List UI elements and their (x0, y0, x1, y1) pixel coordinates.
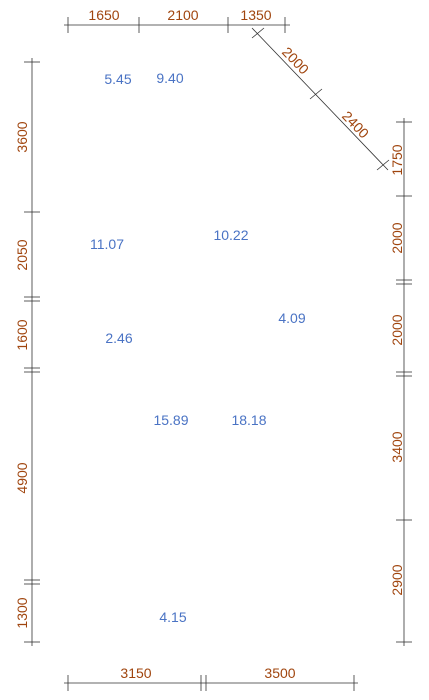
area-label-8: 18.18 (231, 412, 266, 428)
right-dimension-4: 3400 (389, 431, 405, 462)
top-dimension-2: 2100 (167, 7, 198, 23)
right-dimension-chain: 1750 2000 2000 3400 2900 (389, 118, 412, 646)
diagonal-dimension-1: 2000 (279, 44, 312, 78)
bottom-dimension-1: 3150 (120, 665, 151, 681)
top-dimension-1: 1650 (88, 7, 119, 23)
top-dimension-chain: 1650 2100 1350 (64, 7, 290, 33)
left-dimension-5: 1300 (14, 597, 30, 628)
left-dimension-2: 2050 (14, 239, 30, 270)
room-area-labels: 5.45 9.40 11.07 10.22 4.09 2.46 15.89 18… (90, 70, 306, 625)
area-label-2: 9.40 (156, 70, 183, 86)
right-dimension-1: 1750 (389, 144, 405, 175)
area-label-5: 4.09 (278, 310, 305, 326)
left-dimension-1: 3600 (14, 121, 30, 152)
area-label-3: 11.07 (90, 236, 124, 252)
area-label-7: 15.89 (153, 412, 188, 428)
right-dimension-2: 2000 (389, 222, 405, 253)
bottom-dimension-chain: 3150 3500 (64, 665, 358, 691)
area-label-1: 5.45 (104, 71, 131, 87)
area-label-9: 4.15 (159, 609, 186, 625)
area-label-4: 10.22 (213, 227, 248, 243)
top-dimension-3: 1350 (240, 7, 271, 23)
left-dimension-chain: 3600 2050 1600 4900 1300 (14, 58, 40, 646)
bottom-dimension-2: 3500 (264, 665, 295, 681)
diagonal-dimension-chain: 2000 2400 (251, 27, 390, 171)
area-label-6: 2.46 (105, 330, 132, 346)
left-dimension-4: 4900 (14, 462, 30, 493)
right-dimension-3: 2000 (389, 314, 405, 345)
left-dimension-3: 1600 (14, 319, 30, 350)
right-dimension-5: 2900 (389, 564, 405, 595)
